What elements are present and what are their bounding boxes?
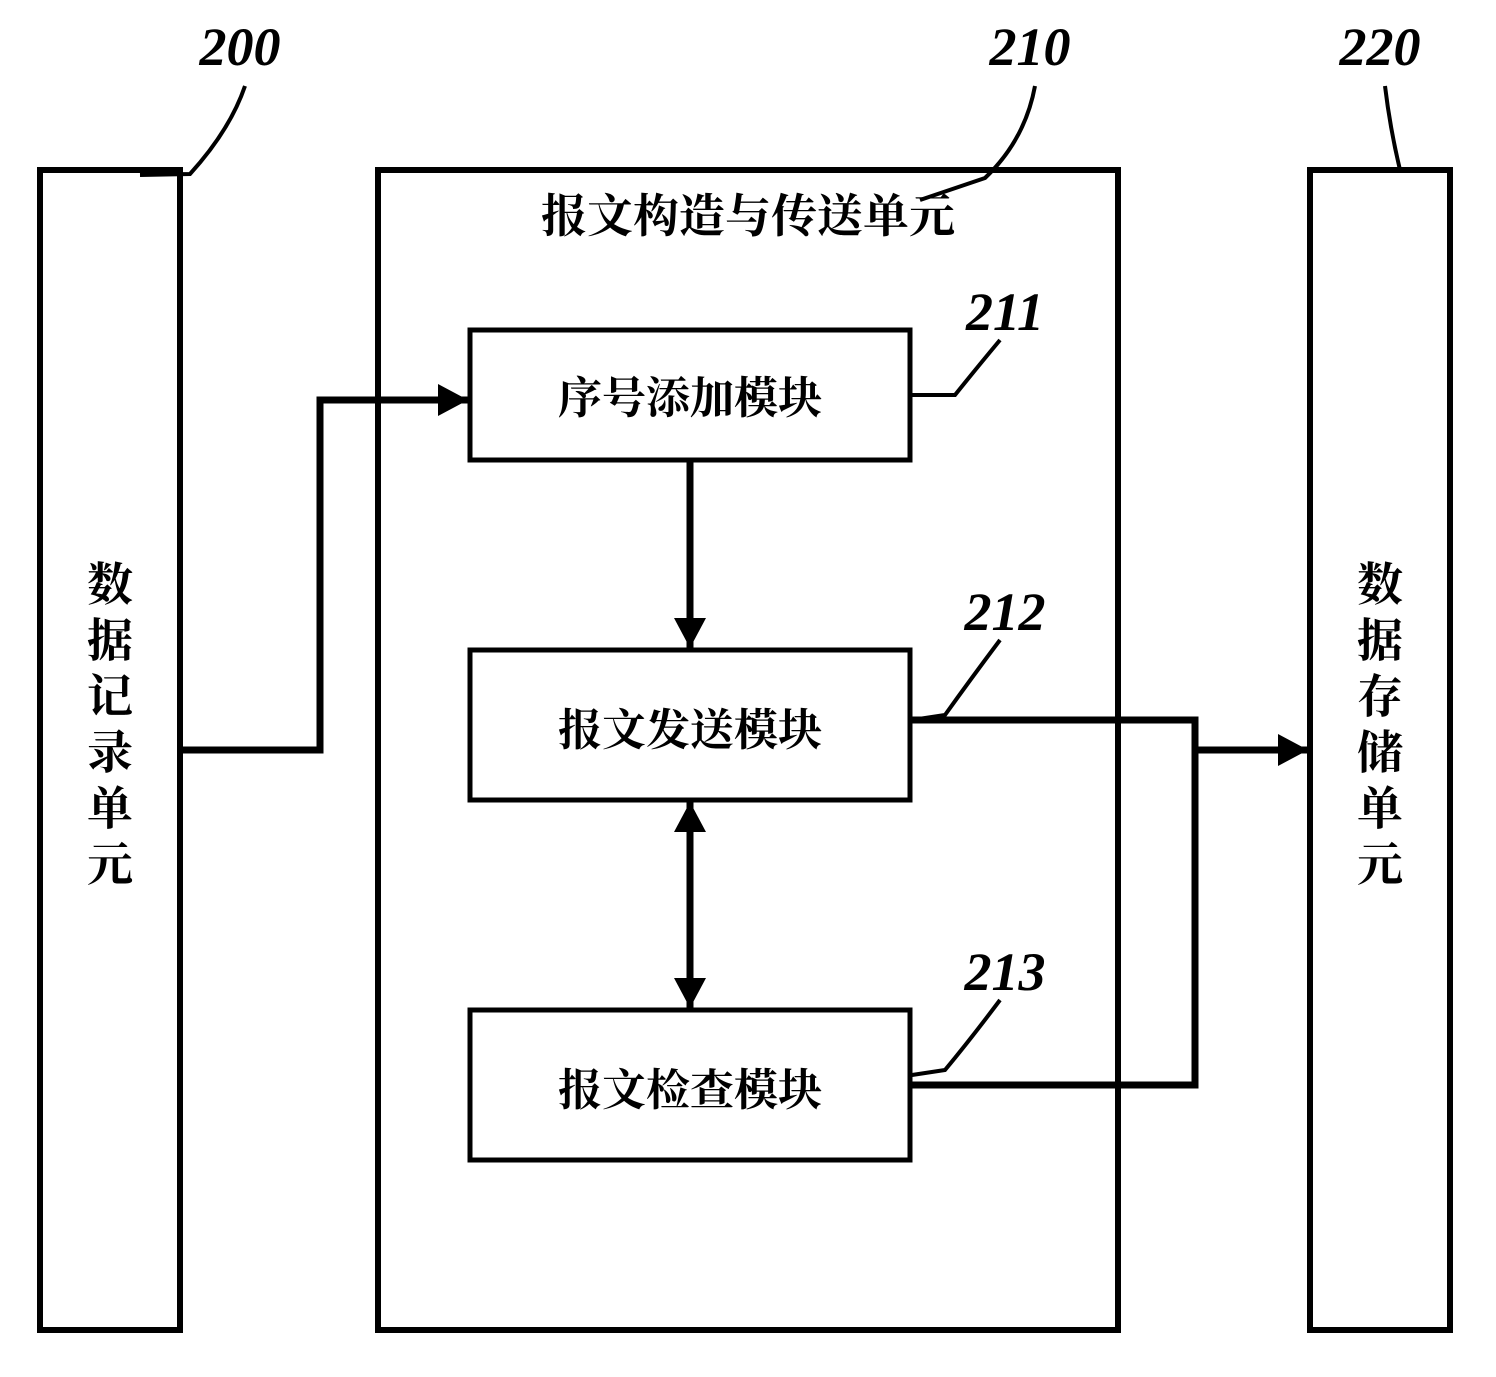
- left-unit-label: 数据记录单元: [77, 560, 143, 896]
- send-module-label: 报文发送模块: [558, 694, 822, 758]
- right-unit-label: 数据存储单元: [1347, 560, 1413, 896]
- container-title: 报文构造与传送单元: [541, 180, 955, 246]
- seq-module-label: 序号添加模块: [558, 362, 822, 426]
- ref-r213: 213: [964, 942, 1046, 1002]
- ref-r211: 211: [965, 282, 1044, 342]
- check-module-label: 报文检查模块: [558, 1054, 822, 1118]
- ref-r220: 220: [1339, 17, 1421, 77]
- ref-r212: 212: [964, 582, 1046, 642]
- ref-r200: 200: [199, 17, 281, 77]
- ref-r210: 210: [989, 17, 1071, 77]
